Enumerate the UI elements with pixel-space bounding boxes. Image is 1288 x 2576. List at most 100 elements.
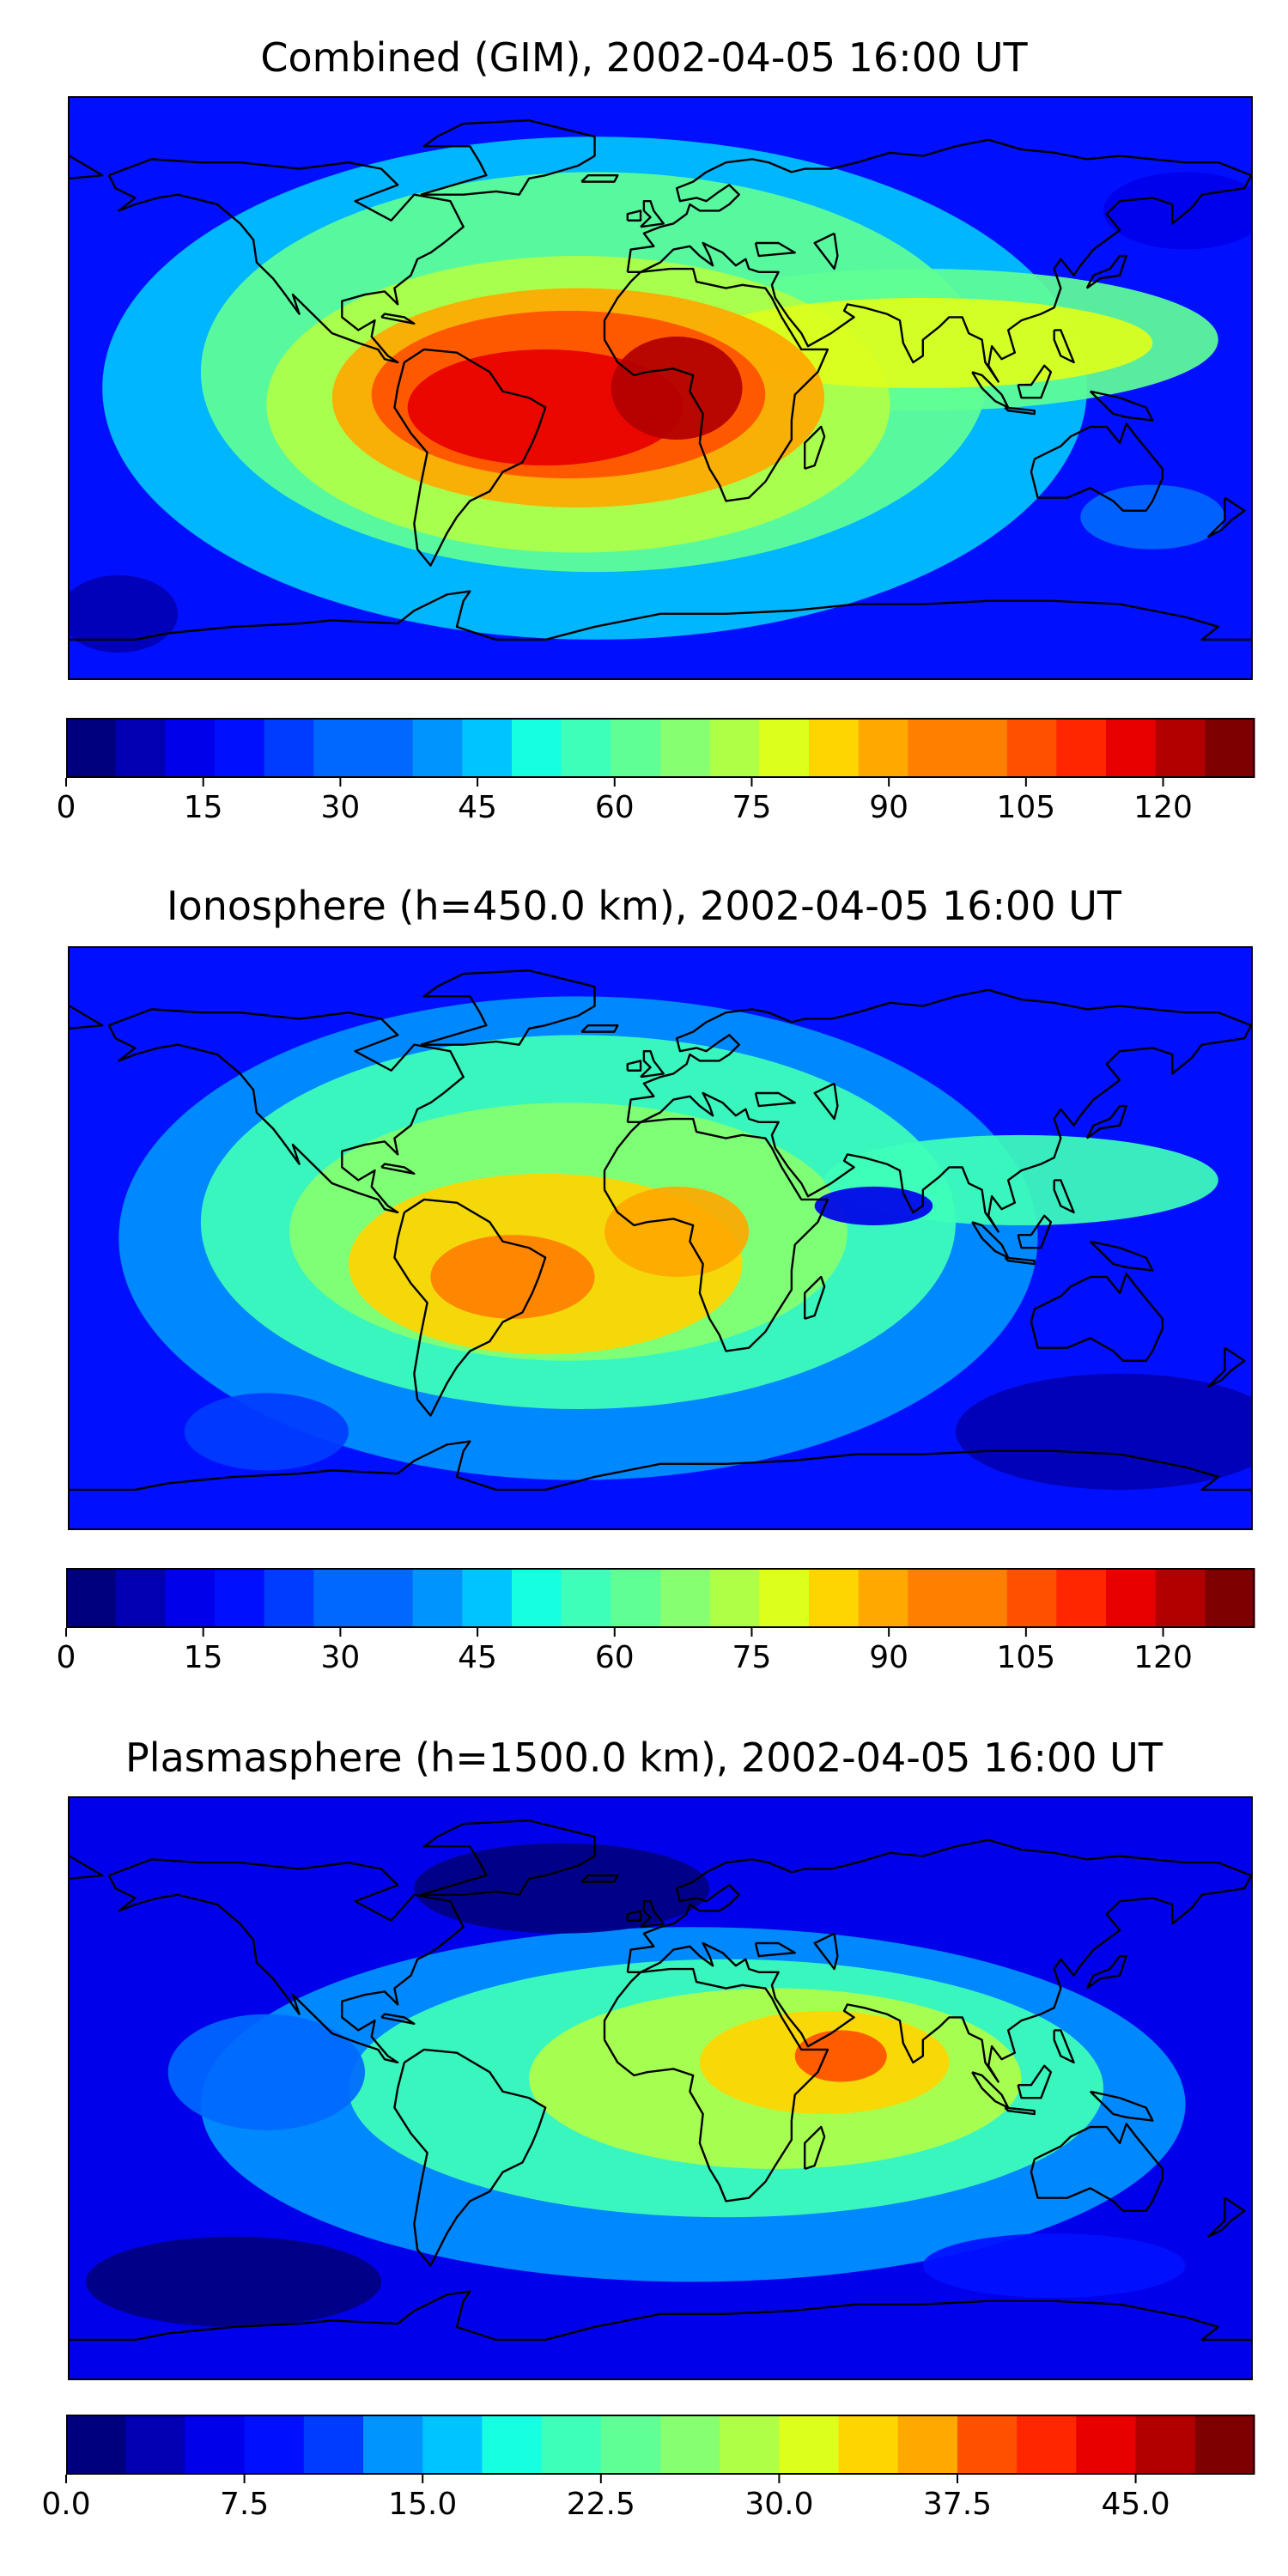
colorbar-bin bbox=[313, 718, 364, 778]
colorbar-bin bbox=[1106, 718, 1157, 778]
colorbar-bin bbox=[611, 1568, 661, 1628]
coastline-path bbox=[70, 155, 104, 180]
contour-field bbox=[118, 996, 1251, 1490]
colorbar-outline bbox=[66, 1568, 1255, 1628]
coastline-path bbox=[70, 590, 1251, 641]
colorbar-bin bbox=[838, 2415, 899, 2475]
colorbar-bin bbox=[1076, 2415, 1137, 2475]
colorbar-bin bbox=[115, 1568, 166, 1628]
coastline-path bbox=[1017, 1214, 1053, 1249]
colorbar-tick-label: 37.5 bbox=[922, 2487, 993, 2522]
colorbar-bin bbox=[1205, 1568, 1255, 1628]
colorbar-bin bbox=[1017, 2415, 1077, 2475]
contour-region bbox=[184, 1393, 349, 1471]
panel-2-colorbar: 0 15 30 45 60 75 90 105 120 bbox=[57, 1568, 1255, 1675]
coastlines bbox=[70, 119, 1251, 641]
panel-2-title: Ionosphere (h=450.0 km), 2002-04-05 16:0… bbox=[167, 883, 1121, 929]
colorbar-bin bbox=[422, 2415, 483, 2475]
coastline-path bbox=[107, 158, 465, 364]
coastline-path bbox=[107, 1858, 465, 2064]
colorbar-bin bbox=[1056, 1568, 1107, 1628]
colorbar-bin bbox=[897, 2415, 958, 2475]
colorbar-bin bbox=[561, 1568, 611, 1628]
colorbar-bin bbox=[512, 718, 562, 778]
colorbar-tick-label: 45.0 bbox=[1101, 2487, 1170, 2522]
panel-2-colorbar-svg bbox=[65, 1568, 1255, 1637]
coastline-path bbox=[1089, 1240, 1154, 1272]
colorbar-bin bbox=[957, 1568, 1008, 1628]
colorbar-tick-label: 0 bbox=[56, 790, 76, 825]
colorbar-tick-label: 7.5 bbox=[219, 2487, 270, 2522]
colorbar-bin bbox=[1155, 1568, 1206, 1628]
colorbar-bin bbox=[957, 718, 1008, 778]
colorbar-bin bbox=[66, 1568, 117, 1628]
colorbar-bin bbox=[709, 1568, 760, 1628]
panel-1-map-svg bbox=[70, 98, 1251, 678]
colorbar-bin bbox=[165, 1568, 216, 1628]
coastline-path bbox=[603, 1117, 829, 1352]
panel-3-map-svg bbox=[70, 1798, 1251, 2379]
coastline-path bbox=[380, 313, 416, 325]
coastline-path bbox=[1004, 406, 1036, 416]
coastline-path bbox=[580, 173, 619, 183]
coastline-path bbox=[1207, 1346, 1246, 1388]
colorbar-tick-label: 15 bbox=[183, 790, 223, 825]
panel-3-map bbox=[68, 1796, 1253, 2380]
colorbar-bin bbox=[1006, 718, 1057, 778]
coastline-path bbox=[1017, 364, 1053, 399]
coastline-path bbox=[70, 2290, 1251, 2342]
coastline-path bbox=[1030, 2123, 1163, 2212]
colorbar-tick-label: 60 bbox=[594, 790, 635, 825]
coastline-path bbox=[603, 267, 829, 502]
colorbar-bin bbox=[313, 1568, 364, 1628]
colorbar-tick-label: 120 bbox=[1133, 1640, 1193, 1675]
contour-region bbox=[1080, 484, 1225, 550]
colorbar-bin bbox=[1135, 2415, 1196, 2475]
contour-field bbox=[70, 1843, 1186, 2327]
colorbar-bin bbox=[858, 1568, 908, 1628]
coastline-path bbox=[804, 425, 826, 470]
colorbar-bin bbox=[264, 1568, 314, 1628]
colorbar-tick-label: 0.0 bbox=[41, 2487, 91, 2522]
colorbar-tick-label: 75 bbox=[732, 1640, 772, 1675]
contour-region bbox=[70, 574, 179, 653]
colorbar-bin bbox=[363, 718, 414, 778]
contour-region bbox=[922, 2233, 1186, 2299]
colorbar-outline bbox=[66, 718, 1255, 778]
colorbar-bin bbox=[244, 2415, 305, 2475]
coastline-path bbox=[1053, 1179, 1075, 1214]
colorbar-bin bbox=[66, 718, 117, 778]
colorbar-bin bbox=[185, 2415, 246, 2475]
coastline-path bbox=[813, 232, 839, 270]
colorbar-bin bbox=[363, 2415, 423, 2475]
colorbar-outline bbox=[66, 2415, 1255, 2475]
colorbar-tick-label: 30.0 bbox=[744, 2487, 814, 2522]
coastline-path bbox=[626, 1838, 1251, 2083]
coastline-path bbox=[1030, 1273, 1163, 1362]
coastline-path bbox=[1017, 2064, 1053, 2099]
panel-3-colorbar-svg bbox=[65, 2415, 1255, 2483]
coastline-path bbox=[640, 1049, 665, 1078]
coastline-path bbox=[1004, 2106, 1036, 2116]
colorbar-bin bbox=[125, 2415, 185, 2475]
colorbar-bin bbox=[363, 1568, 414, 1628]
coastline-path bbox=[813, 1082, 839, 1121]
colorbar-bin bbox=[1006, 1568, 1057, 1628]
coastline-path bbox=[626, 1910, 642, 1922]
colorbar-tick-label: 105 bbox=[996, 790, 1056, 825]
contour-region bbox=[794, 2030, 887, 2082]
coastline-path bbox=[380, 2013, 416, 2026]
panel-3-colorbar: 0.0 7.5 15.0 22.5 30.0 37.5 45.0 bbox=[41, 2415, 1255, 2522]
colorbar-tick-label: 30 bbox=[320, 790, 361, 825]
coastlines bbox=[70, 969, 1251, 1492]
colorbar-tick-label: 22.5 bbox=[566, 2487, 635, 2522]
coastline-path bbox=[393, 1198, 547, 1417]
colorbar-bin bbox=[709, 718, 760, 778]
contour-region bbox=[814, 1186, 933, 1225]
contour-region bbox=[611, 336, 743, 440]
colorbar-bin bbox=[660, 718, 711, 778]
colorbar-bin bbox=[482, 2415, 543, 2475]
colorbar-bin bbox=[779, 2415, 840, 2475]
colorbar-tick-label: 30 bbox=[320, 1640, 361, 1675]
coastline-path bbox=[603, 1967, 829, 2202]
